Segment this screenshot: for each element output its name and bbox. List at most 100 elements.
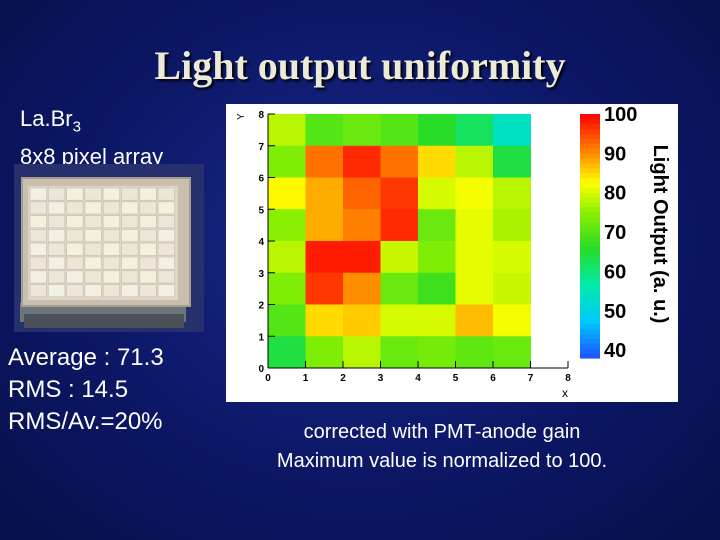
heatmap-cell [418,304,456,337]
colorbar-segment [580,348,600,354]
heatmap-cell [418,209,456,242]
subject-label: La.Br3 8x8 pixel array [20,104,163,172]
colorbar-segment [580,128,600,135]
crystal-pixel [157,201,175,215]
colorbar-segment [580,133,600,139]
heatmap-cell [268,209,306,242]
crystal-pixel [84,256,102,270]
y-tick-label: 5 [258,205,264,216]
colorbar-segment [580,333,600,340]
heatmap-cell [455,177,494,210]
crystal-pixel [29,256,47,270]
heatmap-cell [455,304,494,337]
colorbar-segment [580,201,600,208]
heatmap-cell [418,177,456,210]
crystal-pixel [66,256,84,270]
crystal-pixel [157,242,175,256]
crystal-pixel [157,229,175,242]
heatmap-cell [493,336,531,369]
colorbar-tick-label: 70 [604,222,626,244]
colorbar-tick-label: 60 [604,261,626,283]
colorbar-segment [580,211,600,218]
stat-rms: RMS : 14.5 [8,376,129,403]
crystal-pixel [47,284,66,298]
heatmap-cell [455,272,494,305]
colorbar-tick-label: 80 [604,183,626,205]
heatmap-cell [455,336,494,369]
crystal-pixel [84,215,102,229]
crystal-pixel [66,284,84,298]
crystal-pixel [47,242,66,256]
colorbar-segment [580,148,600,154]
y-tick-label: 8 [258,110,264,121]
crystal-pixel [102,201,120,215]
crystal-pixel [84,229,102,242]
crystal-pixel [157,284,175,298]
crystal-pixel [66,201,84,215]
y-tick-label: 7 [258,142,264,153]
crystal-pixel [157,270,175,284]
crystal-pixel [121,242,139,256]
heatmap-cell [455,145,494,178]
crystal-pixel [139,284,157,298]
colorbar-segment [580,323,600,330]
heatmap-cell [380,145,419,178]
stat-rms-ratio: RMS/Av.=20% [8,408,163,435]
heatmap-cell [268,114,306,147]
heatmap-cell [305,241,344,274]
y-tick-label: 0 [258,364,264,375]
heatmap-cell [380,114,419,147]
crystal-pixel [139,215,157,229]
colorbar-segment [580,279,600,286]
crystal-pixel [121,215,139,229]
y-tick-label: 4 [258,237,264,248]
stat-average: Average : 71.3 [8,344,164,371]
colorbar-segment [580,114,600,120]
y-axis-label: Y [236,113,247,120]
crystal-pixel [47,201,66,215]
colorbar-segment [580,192,600,198]
crystal-pixel [47,187,66,201]
statistics-block: Average : 71.3 RMS : 14.5 RMS/Av.=20% [8,342,164,438]
heatmap-cell [380,304,419,337]
crystal-pixel [84,242,102,256]
y-tick-label: 2 [258,301,264,312]
x-tick-label: 8 [565,373,571,384]
crystal-pixel [47,256,66,270]
colorbar-segment [580,284,600,291]
colorbar-segment [580,270,600,276]
compound-base: La.Br [20,106,73,131]
heatmap-cell [493,272,531,305]
heatmap-cell [343,209,381,242]
crystal-pixel [29,229,47,242]
colorbar-segment [580,226,600,232]
colorbar-segment [580,182,600,188]
colorbar-segment [580,143,600,149]
heatmap-cell [493,177,531,210]
x-tick-label: 5 [453,373,459,384]
colorbar-segment [580,123,600,130]
heatmap-cell [380,272,419,305]
crystal-pixel [102,284,120,298]
crystal-pixel [47,229,66,242]
colorbar-segment [580,353,600,359]
crystal-pixel [84,201,102,215]
colorbar-segment [580,162,600,169]
crystal-pixel [139,256,157,270]
x-tick-label: 4 [415,373,421,384]
heatmap-cell [493,209,531,242]
crystal-pixel [102,256,120,270]
x-tick-label: 0 [265,373,271,384]
crystal-pixel [47,215,66,229]
colorbar-segment [580,231,600,237]
colorbar-segment [580,221,600,227]
colorbar-segment [580,318,600,325]
heatmap-cell [343,177,381,210]
crystal-pixel [84,187,102,201]
colorbar-segment [580,216,600,222]
heatmap-cell [343,241,381,274]
crystal-pixel [29,187,47,201]
colorbar-tick-label: 100 [604,104,637,126]
colorbar-segment [580,240,600,247]
heatmap-cell [418,272,456,305]
